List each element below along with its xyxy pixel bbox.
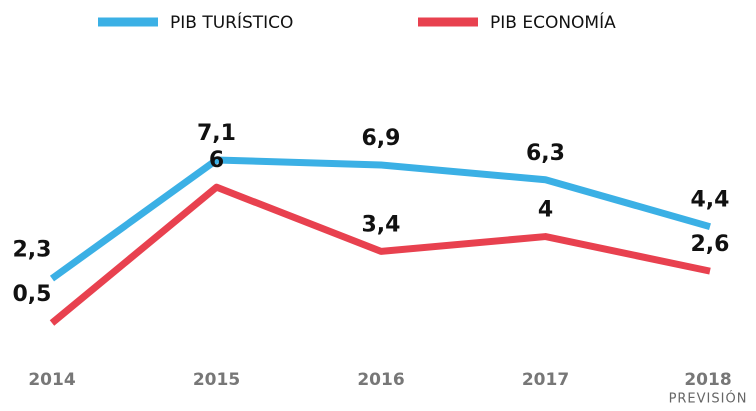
annotation: PREVISIÓN [669,391,748,407]
x-tick-label: 2018 [684,370,731,390]
x-tick-label: 2014 [28,370,75,390]
legend-label: PIB ECONOMÍA [490,11,616,33]
x-tick-label: 2016 [357,370,404,390]
value-label: 6 [209,148,224,173]
value-label: 0,5 [13,282,52,307]
legend-label: PIB TURÍSTICO [170,11,293,33]
value-label: 2,3 [13,238,52,263]
value-label: 6,3 [526,141,565,166]
series-line [49,183,711,326]
value-label: 2,6 [691,232,730,257]
series-line [49,156,711,282]
x-tick-label: 2017 [522,370,569,390]
x-tick-label: 2015 [193,370,240,390]
value-label: 3,4 [362,212,401,237]
value-label: 6,9 [362,126,401,151]
value-label: 4 [538,198,553,223]
value-label: 4,4 [691,188,730,213]
value-label: 7,1 [197,121,236,146]
